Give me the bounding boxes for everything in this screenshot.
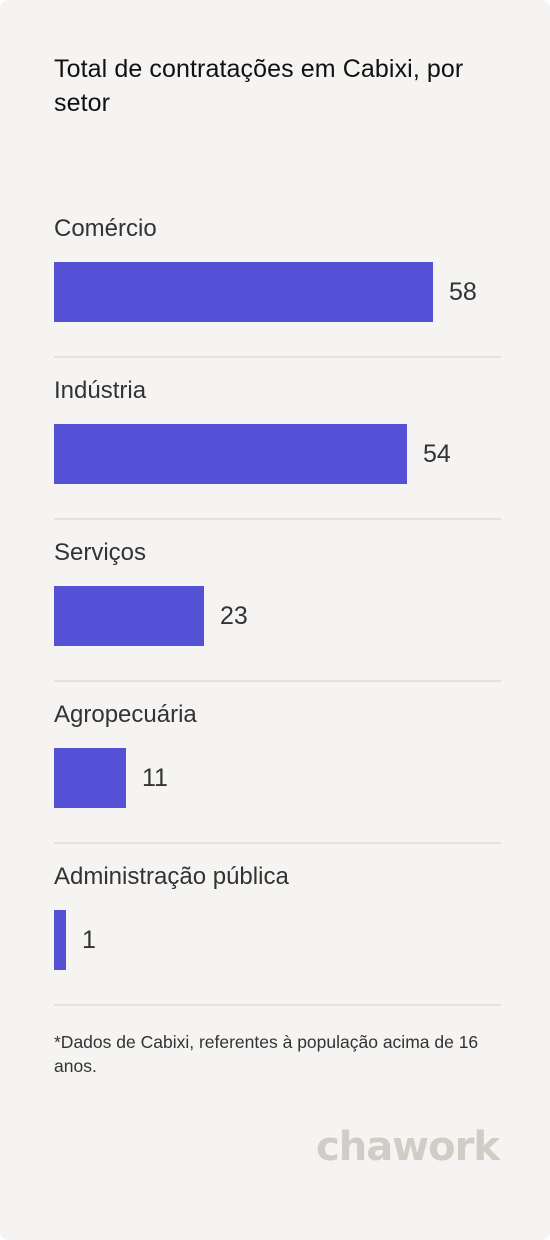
bar-chart: Comércio 58 Indústria 54 Serviços 23 Agropecuá… xyxy=(54,196,501,1006)
value-label: 58 xyxy=(449,278,477,306)
chart-row: Administração pública 1 xyxy=(54,844,501,1006)
chart-row: Serviços 23 xyxy=(54,520,501,682)
chart-row: Agropecuária 11 xyxy=(54,682,501,844)
category-label: Comércio xyxy=(54,215,157,242)
bar xyxy=(54,586,204,646)
chart-title: Total de contratações em Cabixi, por set… xyxy=(54,55,464,117)
chart-row: Indústria 54 xyxy=(54,358,501,520)
value-label: 54 xyxy=(423,440,451,468)
bar xyxy=(54,748,126,808)
chart-row: Comércio 58 xyxy=(54,196,501,358)
bar xyxy=(54,262,433,322)
bar xyxy=(54,910,66,970)
bar xyxy=(54,424,407,484)
chawork-logo: chawork xyxy=(316,1124,502,1170)
value-label: 1 xyxy=(82,926,96,954)
category-label: Administração pública xyxy=(54,863,289,890)
logo-wordmark: chawork xyxy=(316,1124,501,1170)
value-label: 11 xyxy=(142,764,168,792)
footnote: *Dados de Cabixi, referentes à população… xyxy=(54,1032,479,1076)
category-label: Agropecuária xyxy=(54,701,197,728)
category-label: Serviços xyxy=(54,539,147,566)
category-label: Indústria xyxy=(54,377,147,404)
value-label: 23 xyxy=(220,602,248,630)
